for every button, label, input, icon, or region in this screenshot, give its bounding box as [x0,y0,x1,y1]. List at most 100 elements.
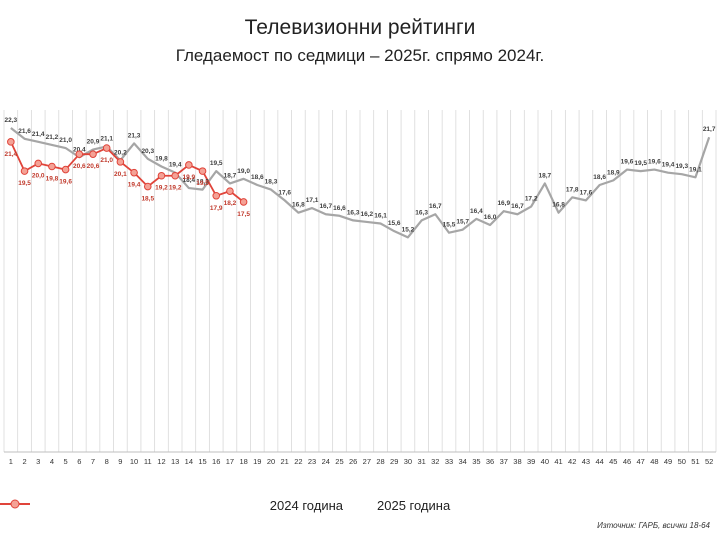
data-point-2025 [212,191,221,200]
x-tick-label: 20 [267,457,275,466]
x-tick-label: 37 [500,457,508,466]
data-label-2024: 16,7 [429,203,442,210]
data-label-2024: 19,8 [155,156,168,163]
legend-label-2025: 2025 година [377,498,451,513]
x-tick-label: 24 [322,457,330,466]
data-label-2024: 16,0 [484,214,497,221]
data-label-2024: 21,6 [18,128,31,135]
x-tick-label: 5 [64,457,68,466]
data-label-2024: 19,4 [169,162,182,169]
data-point-2025 [143,182,152,191]
data-label-2025: 19,2 [169,185,182,192]
data-label-2025: 18,2 [224,200,237,207]
data-point-2025 [20,167,29,175]
x-tick-label: 26 [349,457,357,466]
x-tick-label: 28 [376,457,384,466]
data-label-2024: 22,3 [5,117,18,124]
x-tick-label: 6 [77,457,81,466]
data-label-2024: 21,7 [703,126,716,133]
data-label-2024: 19,5 [210,160,223,167]
x-tick-label: 31 [417,457,425,466]
chart-title: Телевизионни рейтинги [244,16,476,39]
data-label-2025: 21,4 [5,151,18,158]
data-label-2024: 21,1 [100,135,113,142]
x-tick-label: 16 [212,457,220,466]
data-point-2025 [102,144,111,152]
data-label-2024: 15,6 [388,220,401,227]
x-tick-label: 27 [363,457,371,466]
data-label-2024: 19,1 [689,166,702,173]
legend: 2024 година 2025 година [0,498,720,513]
x-tick-label: 23 [308,457,316,466]
data-label-2024: 16,2 [361,211,374,218]
x-tick-label: 40 [541,457,549,466]
data-point-2025 [116,158,125,166]
data-label-2024: 17,2 [525,196,538,203]
x-tick-label: 52 [705,457,713,466]
data-label-2024: 16,8 [552,202,565,209]
data-point-2025 [48,162,56,171]
data-label-2025: 18,5 [141,196,154,203]
data-label-2025: 19,5 [18,180,31,187]
x-tick-label: 14 [185,457,193,466]
data-label-2024: 17,6 [278,189,291,196]
x-tick-label: 43 [582,457,590,466]
x-tick-label: 13 [171,457,179,466]
data-label-2024: 18,6 [593,174,606,181]
data-point-2025 [239,198,248,206]
x-tick-label: 10 [130,457,138,466]
x-tick-label: 34 [459,457,467,466]
legend-label-2024: 2024 година [269,498,343,513]
data-label-2024: 16,1 [374,212,387,219]
x-tick-label: 36 [486,457,494,466]
x-tick-label: 19 [253,457,261,466]
data-label-2025: 19,5 [196,180,209,187]
x-tick-label: 35 [472,457,480,466]
data-label-2024: 21,2 [46,134,59,141]
data-point-2025 [185,161,193,169]
data-label-2025: 20,0 [32,172,45,179]
data-label-2024: 19,3 [675,163,688,170]
data-label-2024: 18,6 [251,174,264,181]
data-label-2024: 18,7 [539,172,552,179]
x-tick-label: 7 [91,457,95,466]
x-tick-label: 38 [513,457,521,466]
x-tick-label: 25 [335,457,343,466]
data-label-2024: 19,6 [621,159,634,166]
x-tick-label: 50 [678,457,686,466]
x-tick-label: 39 [527,457,535,466]
data-label-2025: 21,0 [100,157,113,164]
data-point-2025 [198,167,207,175]
series-line-2024 [10,127,711,239]
x-tick-label: 29 [390,457,398,466]
data-label-2024: 19,0 [237,168,250,175]
x-tick-label: 45 [609,457,617,466]
x-tick-label: 4 [50,457,54,466]
legend-item-2024: 2024 година [0,498,343,513]
data-point-2025 [226,187,234,195]
data-label-2024: 16,8 [292,202,305,209]
x-tick-label: 2 [22,457,26,466]
x-tick-label: 46 [623,457,631,466]
data-label-2025: 19,6 [59,179,72,186]
data-label-2024: 16,7 [511,203,524,210]
legend-item-2025: 2025 година [0,498,451,513]
data-label-2024: 15,7 [456,219,469,226]
x-tick-label: 3 [36,457,40,466]
x-tick-label: 11 [144,457,152,466]
data-point-2025 [130,168,138,177]
data-label-2024: 15,2 [402,226,415,233]
data-label-2024: 19,4 [662,162,675,169]
data-label-2025: 19,9 [183,174,196,181]
data-label-2024: 16,6 [333,205,346,212]
x-tick-label: 44 [595,457,603,466]
data-label-2025: 19,8 [46,176,59,183]
data-label-2024: 17,6 [580,189,593,196]
source-note: Източник: ГАРБ, всички 18-64 [597,521,710,530]
x-tick-label: 12 [157,457,165,466]
data-label-2024: 16,3 [415,209,428,216]
data-label-2024: 21,3 [128,132,141,139]
chart-subtitle: Гледаемост по седмици – 2025г. спрямо 20… [175,46,545,65]
data-label-2024: 16,3 [347,209,360,216]
data-point-2025 [89,150,97,158]
